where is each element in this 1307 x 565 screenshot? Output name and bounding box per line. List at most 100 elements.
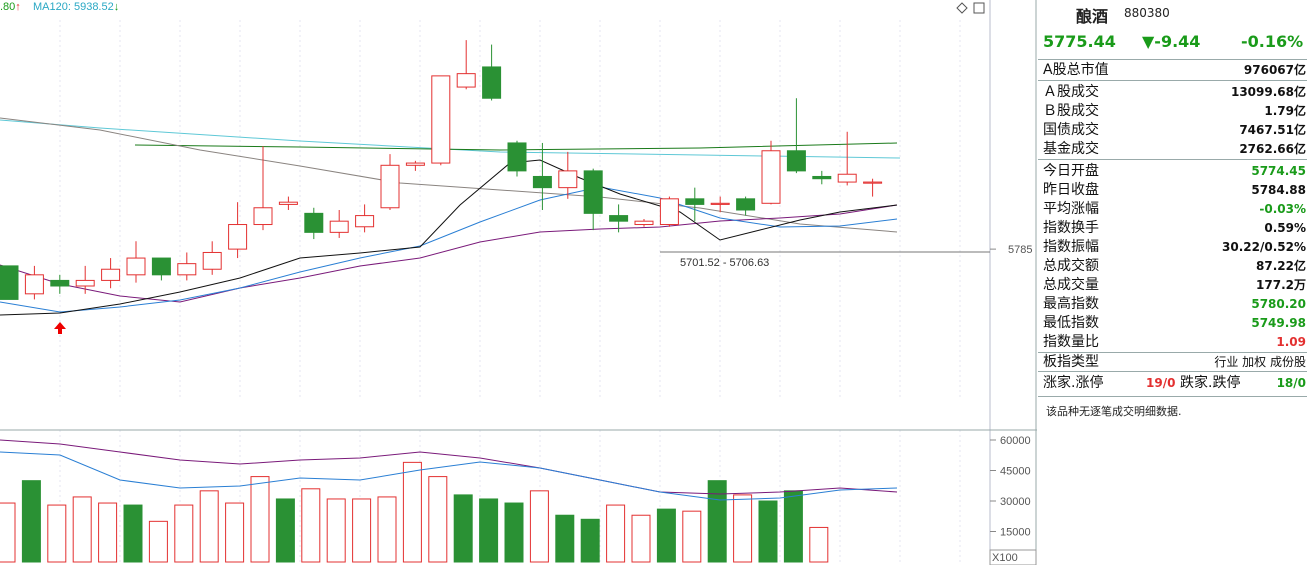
volume-bar (555, 514, 575, 563)
square-icon[interactable] (973, 2, 985, 14)
stat-row: 最高指数 5780.20 (1042, 295, 1306, 314)
candle-body (863, 181, 883, 184)
quote-line: 5775.44 ▼-9.44 -0.16% (1038, 30, 1307, 54)
stat-value: 5749.98 (1251, 316, 1306, 330)
updown-up-value: 19/0 (1146, 376, 1176, 390)
volume-bar (631, 514, 651, 563)
ma120-arrow: ↓ (113, 1, 120, 13)
stat-label: 基金成交 (1043, 141, 1099, 157)
candle-body (761, 150, 781, 204)
stat-label: 昨日收盘 (1043, 182, 1099, 198)
range-annotation: 5701.52 - 5706.63 (680, 257, 769, 269)
stat-value: 行业 加权 成份股 (1214, 355, 1306, 369)
stat-value: 976067亿 (1243, 63, 1306, 77)
candle-body (583, 170, 603, 214)
chart-canvas[interactable]: 5785 5701.52 - 5706.63 60000 45000 30000 1500… (0, 0, 1037, 565)
stat-label: Ｂ股成交 (1043, 103, 1099, 119)
diamond-icon[interactable] (956, 2, 968, 14)
candle-body (431, 75, 451, 164)
updown-up-label: 涨家.涨停 (1043, 375, 1104, 391)
ma120-text: MA120: 5938.52 (33, 1, 114, 13)
candle-body (304, 212, 324, 233)
candle-body (177, 263, 197, 276)
volume-bar (0, 502, 16, 563)
candle-body (786, 150, 806, 172)
candle-body (278, 201, 298, 205)
volume-bar (352, 498, 372, 563)
stat-row: Ｂ股成交 1.79亿 (1042, 102, 1306, 121)
volume-bar (326, 498, 346, 563)
candle-body (736, 198, 756, 211)
quote-panel: 酿酒 880380 5775.44 ▼-9.44 -0.16% A股总市值 976… (1038, 0, 1307, 565)
stat-label: 国债成交 (1043, 122, 1099, 138)
stat-row: 平均涨幅 -0.03% (1042, 200, 1306, 219)
volume-bar (250, 476, 270, 563)
divider (1038, 352, 1307, 353)
stat-label: 指数换手 (1043, 220, 1099, 236)
volume-bar (479, 498, 499, 563)
volume-bar (453, 494, 473, 563)
stat-label: 最高指数 (1043, 296, 1099, 312)
stat-label: 指数振幅 (1043, 239, 1099, 255)
volume-bar (656, 508, 676, 563)
stat-value: 5774.45 (1251, 164, 1306, 178)
updown-row: 涨家.涨停 19/0 跌家.跌停 18/0 (1042, 374, 1306, 393)
ma120-label: MA120: 5938.52↓ (33, 0, 119, 14)
stat-label: 总成交额 (1043, 258, 1099, 274)
stat-value: 5780.20 (1251, 297, 1306, 311)
stat-value: 7467.51亿 (1239, 123, 1306, 137)
up-arrow-icon (54, 322, 66, 334)
stat-value: 177.2万 (1256, 278, 1306, 292)
stat-value: 0.59% (1264, 221, 1306, 235)
panel-header: 酿酒 880380 (1038, 0, 1307, 26)
stat-label: 平均涨幅 (1043, 201, 1099, 217)
candle-body (532, 175, 552, 189)
volume-bar (529, 490, 549, 563)
volume-bar (21, 480, 41, 563)
ma20-line (0, 204, 898, 303)
divider (1038, 80, 1307, 81)
stat-row: Ａ股成交 13099.68亿 (1042, 83, 1306, 102)
stat-row: 总成交额 87.22亿 (1042, 257, 1306, 276)
volume-bar (123, 504, 143, 563)
ma60-line (0, 117, 898, 233)
candle-body (482, 66, 502, 99)
volume-bar (98, 502, 118, 563)
updown-down-value: 18/0 (1276, 376, 1306, 390)
candle-body (609, 215, 629, 222)
stat-value: 2762.66亿 (1239, 142, 1306, 156)
candle-body (659, 198, 679, 226)
tick-data-note: 该品种无逐笔成交明细数据. (1046, 405, 1182, 418)
volume-tick-label: 60000 (1000, 435, 1031, 447)
vol-ma10-line (0, 451, 898, 501)
price-change-pct: -0.16% (1241, 32, 1304, 51)
stat-label: 最低指数 (1043, 315, 1099, 331)
stat-value: 87.22亿 (1256, 259, 1306, 273)
sector-name: 酿酒 (1076, 7, 1109, 26)
candle-body (202, 251, 222, 270)
divider (1038, 159, 1307, 160)
divider (1038, 371, 1307, 372)
volume-bar (606, 504, 626, 563)
stat-row: 基金成交 2762.66亿 (1042, 140, 1306, 159)
price-label: 5785 (1008, 244, 1032, 256)
volume-bar (199, 490, 219, 563)
stat-label: 总成交量 (1043, 277, 1099, 293)
stat-row: 指数换手 0.59% (1042, 219, 1306, 238)
kline-chart[interactable]: 5785 5701.52 - 5706.63 60000 45000 30000 1500… (0, 0, 1037, 565)
volume-tick-label: 15000 (1000, 527, 1031, 539)
ma-green-line (134, 142, 898, 151)
candle-body (329, 220, 349, 233)
candle-body (50, 279, 70, 287)
ma60-label: .80↑ (0, 0, 21, 14)
candle-body (355, 215, 375, 228)
stat-value: -0.03% (1259, 202, 1306, 216)
volume-bar (148, 520, 168, 563)
volume-unit-box (989, 549, 1037, 565)
volume-tick-label: 45000 (1000, 466, 1031, 478)
candle-body (405, 162, 425, 166)
stat-row: 总成交量 177.2万 (1042, 276, 1306, 295)
volume-bar (402, 461, 422, 563)
volume-bar (377, 496, 397, 563)
volume-bar (72, 496, 92, 563)
